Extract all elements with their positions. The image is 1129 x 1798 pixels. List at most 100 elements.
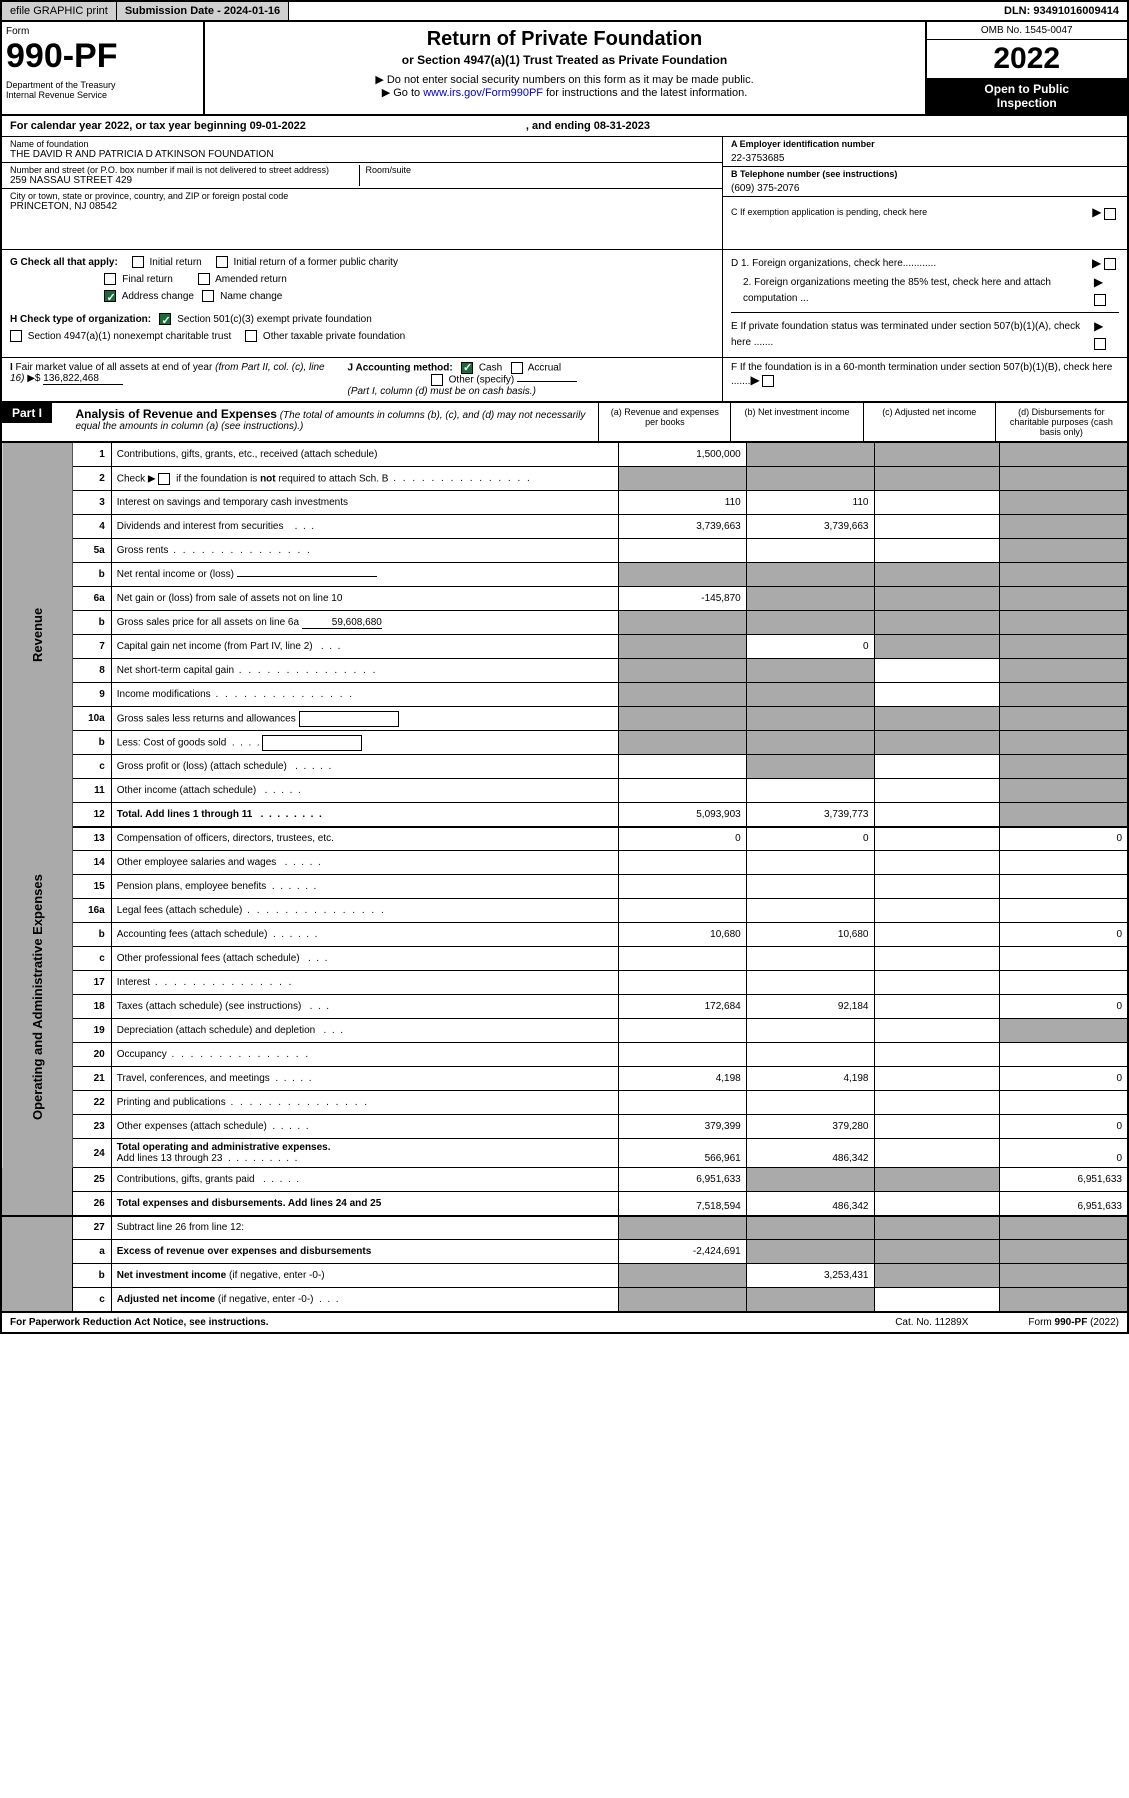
ein-label: A Employer identification number [731, 139, 1119, 149]
d2-cb[interactable] [1094, 294, 1106, 306]
g-label: G Check all that apply: [10, 257, 118, 268]
main-table: Revenue 1Contributions, gifts, grants, e… [2, 443, 1127, 1313]
j-note: (Part I, column (d) must be on cash basi… [348, 386, 536, 397]
h-other-cb[interactable] [245, 330, 257, 342]
footer: For Paperwork Reduction Act Notice, see … [2, 1313, 1127, 1332]
table-row: cGross profit or (loss) (attach schedule… [2, 755, 1127, 779]
name-label: Name of foundation [10, 139, 714, 149]
table-row: bNet rental income or (loss) [2, 563, 1127, 587]
table-row: bGross sales price for all assets on lin… [2, 611, 1127, 635]
j-accrual-cb[interactable] [511, 362, 523, 374]
h-501c3-cb[interactable] [159, 313, 171, 325]
table-row: 10aGross sales less returns and allowanc… [2, 707, 1127, 731]
table-row: 24Total operating and administrative exp… [2, 1139, 1127, 1168]
name-row: Name of foundation THE DAVID R AND PATRI… [2, 137, 722, 163]
g-name: Name change [220, 291, 282, 302]
c-label: C If exemption application is pending, c… [731, 207, 927, 217]
form-title-block: Return of Private Foundation or Section … [205, 22, 925, 114]
i-block: I Fair market value of all assets at end… [2, 358, 340, 401]
table-row: 4Dividends and interest from securities … [2, 515, 1127, 539]
cat-no: Cat. No. 11289X [895, 1317, 968, 1328]
hjf-row: I Fair market value of all assets at end… [2, 358, 1127, 403]
room-suite: Room/suite [359, 165, 715, 186]
table-row: bAccounting fees (attach schedule) . . .… [2, 923, 1127, 947]
col-a-header: (a) Revenue and expenses per books [598, 403, 730, 441]
table-row: 3Interest on savings and temporary cash … [2, 491, 1127, 515]
g-amended-cb[interactable] [198, 273, 210, 285]
year-block: OMB No. 1545-0047 2022 Open to PublicIns… [925, 22, 1128, 114]
table-row: 6aNet gain or (loss) from sale of assets… [2, 587, 1127, 611]
table-row: 5aGross rents [2, 539, 1127, 563]
tax-year: 2022 [927, 40, 1128, 78]
g-addr: Address change [122, 291, 194, 302]
g-amended: Amended return [215, 274, 287, 285]
form-subtitle: or Section 4947(a)(1) Trust Treated as P… [215, 53, 915, 67]
table-row: 25Contributions, gifts, grants paid . . … [2, 1168, 1127, 1192]
table-row: bNet investment income (if negative, ent… [2, 1264, 1127, 1288]
table-row: 26Total expenses and disbursements. Add … [2, 1192, 1127, 1216]
g-initial-cb[interactable] [132, 256, 144, 268]
top-bar: efile GRAPHIC print Submission Date - 20… [2, 2, 1127, 22]
h-4947-cb[interactable] [10, 330, 22, 342]
table-row: 27Subtract line 26 from line 12: [2, 1216, 1127, 1240]
form-note-ssn: ▶ Do not enter social security numbers o… [215, 73, 915, 86]
g-initial-pub-cb[interactable] [216, 256, 228, 268]
j-cash: Cash [479, 362, 502, 373]
table-row: Operating and Administrative Expenses 13… [2, 827, 1127, 851]
j-other-cb[interactable] [431, 374, 443, 386]
j-accrual: Accrual [528, 362, 561, 373]
table-row: Revenue 1Contributions, gifts, grants, e… [2, 443, 1127, 467]
table-row: 20Occupancy [2, 1043, 1127, 1067]
form-label: Form [6, 26, 199, 37]
efile-print-button[interactable]: efile GRAPHIC print [2, 2, 117, 20]
calendar-year-row: For calendar year 2022, or tax year begi… [2, 116, 1127, 137]
h-label: H Check type of organization: [10, 314, 151, 325]
city-value: PRINCETON, NJ 08542 [10, 201, 714, 212]
d2-row: 2. Foreign organizations meeting the 85%… [731, 273, 1119, 308]
irs-link[interactable]: www.irs.gov/Form990PF [423, 87, 543, 99]
part1-label: Part I [2, 403, 52, 423]
cy-end: , and ending 08-31-2023 [526, 120, 650, 132]
fmv-value: 136,822,468 [43, 373, 123, 385]
g-name-cb[interactable] [202, 290, 214, 302]
col-d-header: (d) Disbursements for charitable purpose… [995, 403, 1127, 441]
dln-label: DLN: 93491016009414 [996, 2, 1127, 20]
d1-cb[interactable] [1104, 258, 1116, 270]
table-row: 19Depreciation (attach schedule) and dep… [2, 1019, 1127, 1043]
g-final: Final return [122, 274, 173, 285]
g-final-cb[interactable] [104, 273, 116, 285]
form-number: 990-PF [6, 37, 199, 76]
ein-value: 22-3753685 [731, 149, 1119, 164]
e-cb[interactable] [1094, 338, 1106, 350]
part1-desc: Analysis of Revenue and Expenses (The to… [70, 403, 599, 441]
form-container: efile GRAPHIC print Submission Date - 20… [0, 0, 1129, 1334]
opex-tab: Operating and Administrative Expenses [2, 827, 73, 1168]
d2-label: 2. Foreign organizations meeting the 85%… [743, 275, 1094, 307]
part1-head: Analysis of Revenue and Expenses [76, 407, 277, 421]
c-exemption-row: C If exemption application is pending, c… [723, 197, 1127, 222]
check-grid: G Check all that apply: Initial return I… [2, 250, 1127, 358]
table-row: 11Other income (attach schedule) . . . .… [2, 779, 1127, 803]
street-row: Number and street (or P.O. box number if… [2, 163, 722, 189]
pra-notice: For Paperwork Reduction Act Notice, see … [10, 1317, 269, 1328]
g-addr-cb[interactable] [104, 290, 116, 302]
phone-row: B Telephone number (see instructions) (6… [723, 167, 1127, 197]
c-checkbox[interactable] [1104, 208, 1116, 220]
revenue-tab: Revenue [2, 443, 73, 827]
e-row: E If private foundation status was termi… [731, 312, 1119, 352]
table-row: 22Printing and publications [2, 1091, 1127, 1115]
table-row: 15Pension plans, employee benefits . . .… [2, 875, 1127, 899]
table-row: 7Capital gain net income (from Part IV, … [2, 635, 1127, 659]
table-row: 17Interest [2, 971, 1127, 995]
foundation-name: THE DAVID R AND PATRICIA D ATKINSON FOUN… [10, 149, 714, 160]
table-row: cAdjusted net income (if negative, enter… [2, 1288, 1127, 1312]
g-initial: Initial return [150, 257, 202, 268]
table-row: 2Check ▶ if the foundation is not requir… [2, 467, 1127, 491]
f-cb[interactable] [762, 375, 774, 387]
table-row: 21Travel, conferences, and meetings . . … [2, 1067, 1127, 1091]
table-row: 23Other expenses (attach schedule) . . .… [2, 1115, 1127, 1139]
schb-cb[interactable] [158, 473, 170, 485]
col-c-header: (c) Adjusted net income [863, 403, 995, 441]
j-cash-cb[interactable] [461, 362, 473, 374]
ein-row: A Employer identification number 22-3753… [723, 137, 1127, 167]
